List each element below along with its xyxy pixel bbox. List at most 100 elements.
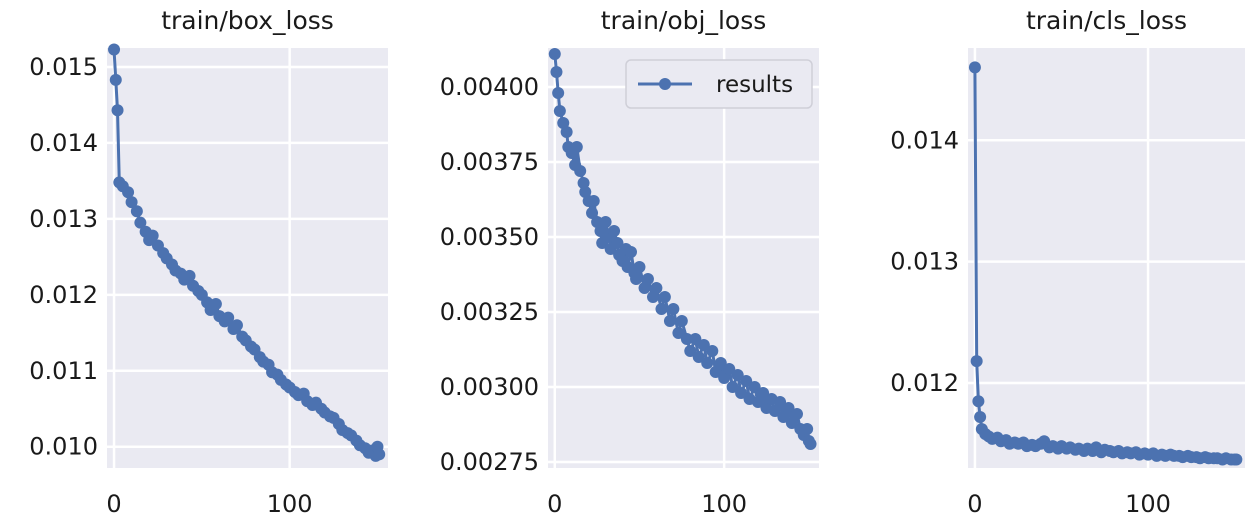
data-point [560,126,573,138]
data-point [183,269,196,282]
data-point [709,366,722,378]
data-point [624,246,637,258]
data-point [790,408,803,420]
data-point [714,357,727,369]
data-point [650,282,663,294]
data-point [134,216,147,229]
x-tick-label: 0 [106,490,121,518]
plot-background [107,48,388,468]
data-point [718,372,731,384]
data-point [577,177,590,189]
data-point [611,237,624,249]
data-point [122,186,135,199]
data-point [587,195,600,207]
data-point [655,303,668,315]
data-point [684,345,697,357]
data-point [777,411,790,423]
data-point [663,315,676,327]
x-tick-label: 0 [547,490,562,518]
data-point [675,315,688,327]
y-tick-label: 0.00325 [440,298,539,326]
data-point [735,387,748,399]
data-point [974,411,987,424]
y-tick-label: 0.00275 [440,448,539,476]
data-point [108,43,121,56]
y-tick-label: 0.00375 [440,148,539,176]
data-point [130,205,143,218]
data-point [804,438,817,450]
plot-background [968,48,1245,468]
data-point [692,351,705,363]
data-point [638,282,651,294]
y-tick-label: 0.013 [890,248,959,276]
data-point [630,273,643,285]
data-point [109,73,122,86]
chart-title: train/cls_loss [1026,6,1187,35]
data-point [774,396,787,408]
data-point [553,105,566,117]
x-tick-label: 100 [1125,490,1171,518]
data-point [608,225,621,237]
data-point [680,333,693,345]
data-point [968,61,981,74]
data-point [731,369,744,381]
legend-box [625,59,813,109]
data-point [641,273,654,285]
data-point [548,48,561,60]
data-point [706,345,719,357]
data-point [726,381,739,393]
x-tick-label: 0 [967,490,982,518]
data-point [373,448,386,461]
y-tick-label: 0.012 [890,369,959,397]
chart-title: train/obj_loss [601,6,767,35]
data-point [586,207,599,219]
data-point [782,402,795,414]
y-tick-label: 0.014 [29,129,98,157]
data-point [550,66,563,78]
data-point [768,405,781,417]
y-tick-label: 0.014 [890,126,959,154]
x-tick-label: 100 [701,490,747,518]
y-tick-label: 0.00350 [440,223,539,251]
legend: results [625,59,813,109]
x-tick-label: 100 [267,490,313,518]
data-point [689,333,702,345]
y-tick-label: 0.013 [29,205,98,233]
data-point [672,327,685,339]
data-point [972,395,985,408]
chart-panel-3: 0.012 0.013 0.014 0 100 train/cls_loss [890,6,1245,518]
data-point [697,339,710,351]
data-point [557,117,570,129]
data-point [1230,453,1243,466]
data-point [570,141,583,153]
data-point [658,291,671,303]
data-point [599,216,612,228]
data-point [701,357,714,369]
data-point [230,319,243,332]
y-tick-label: 0.010 [29,433,98,461]
data-point [591,216,604,228]
legend-label: results [716,72,793,98]
data-point [111,104,124,117]
data-point [146,229,159,242]
data-point [740,375,753,387]
data-point [752,396,765,408]
y-tick-label: 0.012 [29,281,98,309]
legend-marker [659,78,671,90]
chart-title: train/box_loss [161,6,334,35]
data-point [801,423,814,435]
y-tick-label: 0.00300 [440,373,539,401]
data-point [647,291,660,303]
y-tick-label: 0.011 [29,357,98,385]
data-point [748,381,761,393]
data-point [785,417,798,429]
chart-panel-2: 0.00275 0.00300 0.00325 0.00350 0.00375 0.004… [440,6,819,518]
data-point [970,355,983,368]
data-point [222,311,235,324]
data-point [667,303,680,315]
data-point [579,186,592,198]
y-tick-label: 0.015 [29,53,98,81]
chart-panel-1: 0.010 0.011 0.012 0.013 0.014 0.015 0 100 train/… [29,6,388,518]
data-point [125,196,138,209]
